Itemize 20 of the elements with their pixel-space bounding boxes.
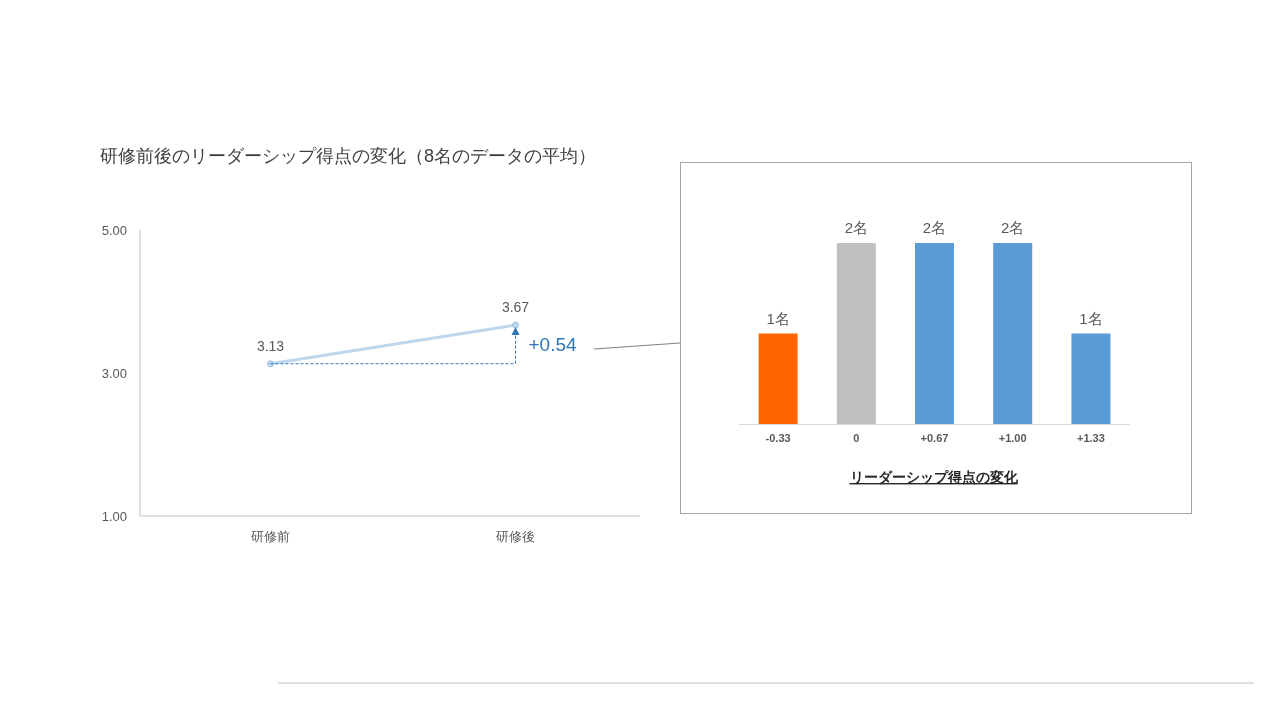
y-tick-label: 1.00 (101, 509, 127, 524)
x-tick-label: 研修前 (251, 529, 290, 544)
x-axis-title: リーダーシップ得点の変化 (849, 469, 1019, 485)
chart-title: 研修前後のリーダーシップ得点の変化（8名のデータの平均） (100, 146, 597, 166)
y-tick-label: 3.00 (101, 366, 127, 381)
x-tick-label: 0 (853, 432, 860, 444)
data-label: 3.13 (256, 337, 285, 354)
data-label: 2名 (1001, 219, 1025, 236)
data-label: 3.67 (501, 299, 530, 316)
x-tick-label: 研修後 (496, 529, 535, 544)
x-tick-label: +0.67 (920, 432, 949, 444)
data-label: 2名 (922, 219, 947, 236)
data-label: 1名 (1079, 309, 1103, 327)
x-tick-label: +1.33 (1076, 432, 1105, 444)
data-label: 2名 (844, 219, 868, 236)
y-tick-label: 5.00 (101, 223, 127, 238)
x-tick-label: +1.00 (998, 432, 1027, 444)
data-label: 1名 (766, 309, 790, 327)
annotation: +0.54 (528, 334, 578, 356)
x-tick-label: -0.33 (765, 432, 791, 444)
